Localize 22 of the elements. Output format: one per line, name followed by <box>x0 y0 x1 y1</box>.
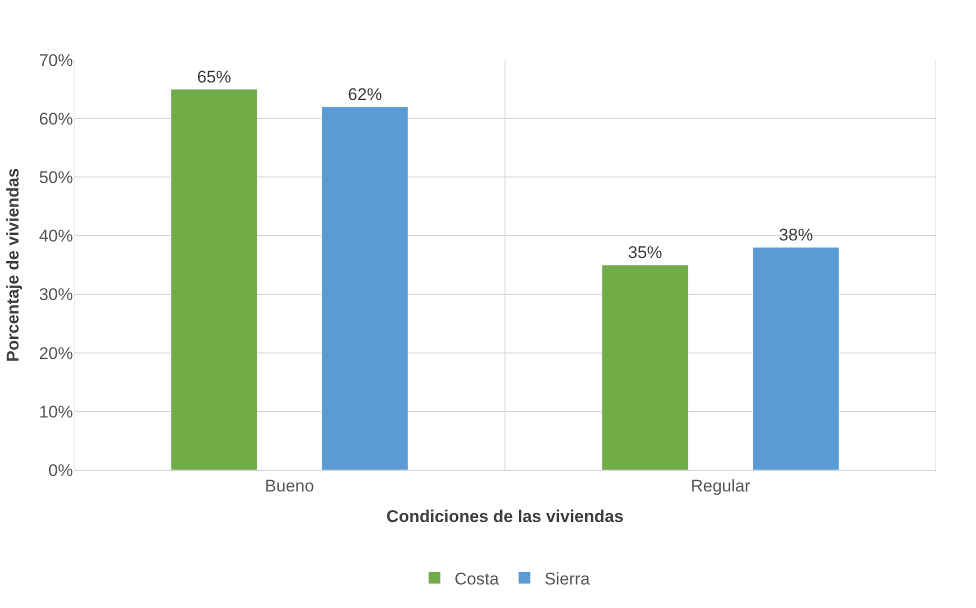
legend-label: Sierra <box>544 569 590 588</box>
y-tick-label: 20% <box>38 344 73 363</box>
y-tick-label: 30% <box>38 285 73 304</box>
x-tick-label: Bueno <box>264 476 314 496</box>
bar <box>170 89 258 470</box>
y-tick-label: 40% <box>38 226 73 246</box>
data-label: 38% <box>778 225 813 244</box>
x-axis-title: Condiciones de las viviendas <box>386 506 624 526</box>
y-tick-label: 50% <box>38 168 73 188</box>
y-tick-label: 10% <box>38 402 73 422</box>
data-label: 65% <box>197 67 232 86</box>
bar <box>322 106 408 470</box>
y-tick-label: 70% <box>38 50 73 70</box>
y-tick-label: 60% <box>38 110 73 129</box>
x-tick-label: Regular <box>690 476 751 496</box>
bar <box>602 264 688 470</box>
y-tick-label: 0% <box>48 460 73 480</box>
data-label: 62% <box>348 84 382 104</box>
legend-label: Costa <box>454 569 500 588</box>
bar <box>752 247 840 470</box>
y-axis-title: Porcentaje de viviendas <box>4 168 23 362</box>
data-label: 35% <box>628 243 662 262</box>
